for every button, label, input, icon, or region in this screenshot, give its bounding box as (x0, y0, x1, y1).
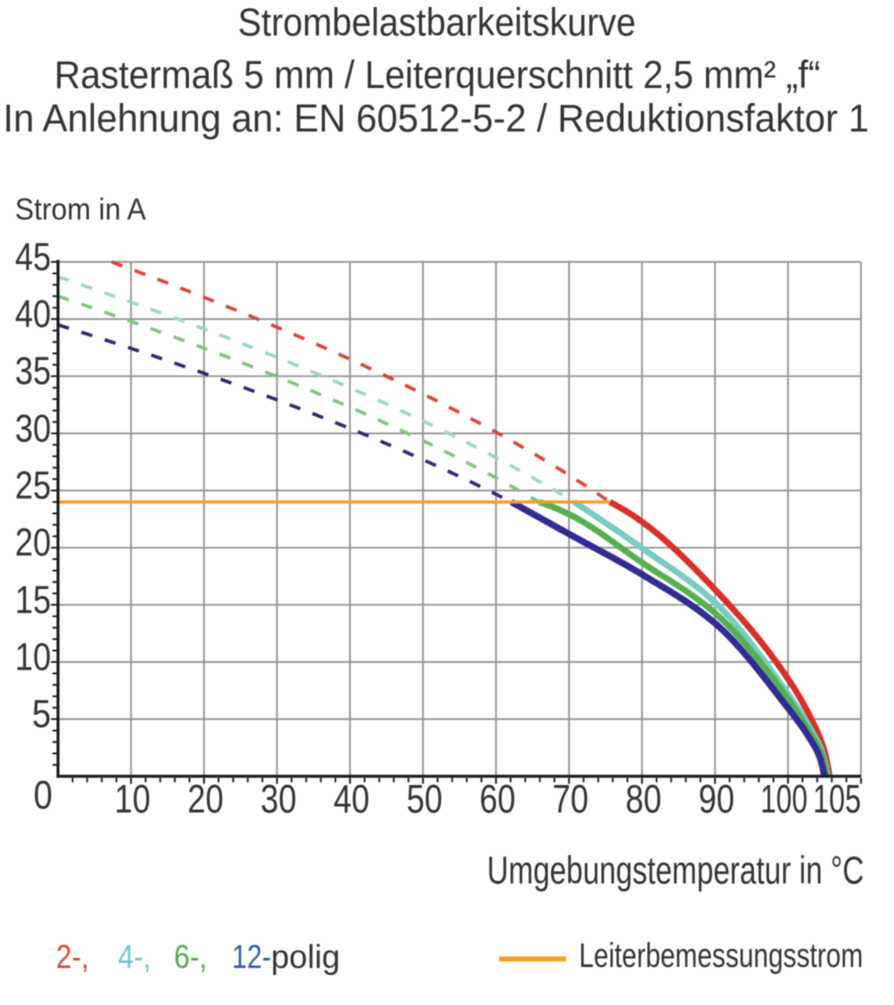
svg-text:70: 70 (553, 778, 589, 822)
svg-text:50: 50 (407, 778, 443, 822)
svg-text:Strombelastbarkeitskurve: Strombelastbarkeitskurve (238, 2, 636, 45)
svg-text:80: 80 (626, 778, 662, 822)
svg-text:25: 25 (15, 465, 51, 508)
svg-text:polig: polig (271, 938, 340, 975)
svg-text:10: 10 (115, 778, 151, 822)
svg-text:60: 60 (480, 778, 516, 822)
svg-text:105: 105 (813, 778, 861, 822)
svg-text:90: 90 (699, 778, 735, 822)
svg-text:100: 100 (761, 778, 808, 822)
svg-text:12-: 12- (232, 938, 271, 975)
svg-text:6-,: 6-, (174, 938, 207, 975)
svg-text:15: 15 (15, 579, 51, 622)
svg-text:20: 20 (188, 778, 224, 822)
svg-text:30: 30 (15, 407, 51, 450)
svg-text:40: 40 (334, 778, 370, 822)
svg-text:Strom in A: Strom in A (15, 192, 146, 227)
svg-text:5: 5 (32, 693, 51, 736)
svg-text:Leiterbemessungsstrom: Leiterbemessungsstrom (579, 937, 863, 975)
svg-text:In Anlehnung an: EN 60512-5-2: In Anlehnung an: EN 60512-5-2 / Reduktio… (3, 98, 869, 141)
svg-text:4-,: 4-, (118, 938, 151, 975)
svg-text:35: 35 (15, 350, 51, 393)
svg-text:30: 30 (261, 778, 297, 822)
svg-text:40: 40 (15, 293, 51, 336)
svg-text:2-,: 2-, (56, 938, 89, 975)
svg-text:20: 20 (15, 522, 51, 565)
svg-text:0: 0 (34, 774, 53, 818)
svg-text:Rastermaß 5 mm / Leiterquersch: Rastermaß 5 mm / Leiterquerschnitt 2,5 m… (54, 54, 820, 97)
svg-text:Umgebungstemperatur in °C: Umgebungstemperatur in °C (487, 850, 864, 893)
svg-text:45: 45 (15, 236, 51, 279)
svg-text:10: 10 (15, 636, 51, 679)
